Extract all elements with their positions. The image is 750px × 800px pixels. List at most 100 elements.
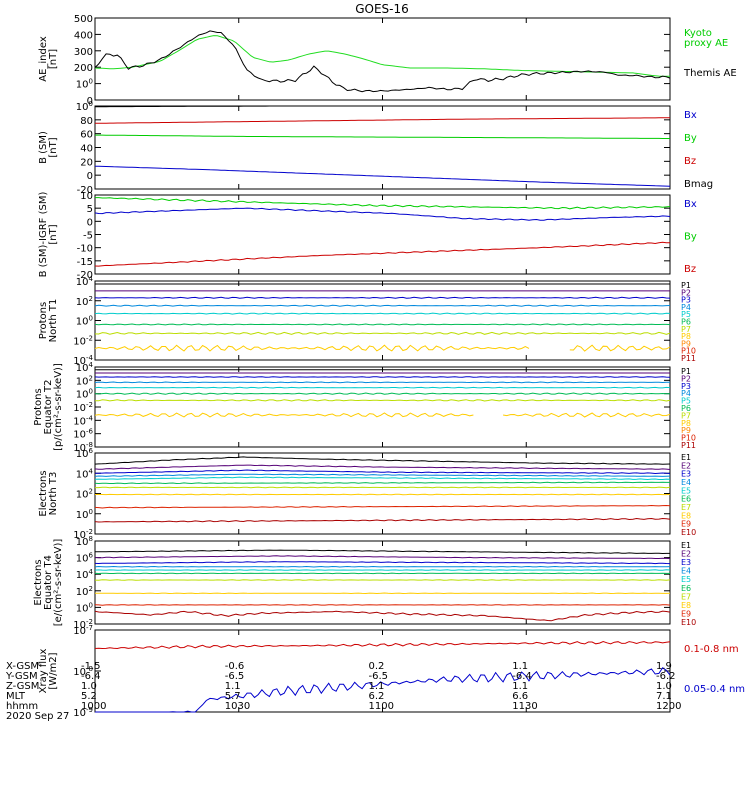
y-tick-label-xray-1: 10-8 [73,665,93,678]
legend-ae-kyoto: Kyoto [684,28,712,39]
legend-bigrf-bx: Bx [684,199,697,210]
legend-ee-e1: E1 [681,541,691,550]
legend-en-e1: E1 [681,453,691,462]
legend-pe-p11: P11 [681,441,696,450]
panel-frame-xray [94,629,671,713]
series-line-bsm-bx [94,165,671,187]
panel-frame-ae [94,17,671,101]
y-tick-label-pe-1: 10-6 [73,428,93,441]
y-tick-label-bsm-4: 60 [80,130,93,141]
series-line-bsm-by [95,134,670,139]
series-line-ee-e10 [94,610,671,622]
y-tick-label-bigrf-3: -5 [83,231,93,242]
legend-pe-p2: P2 [681,374,691,383]
panel-bsm: -20 0 20 40 60 80 100 B (SM) [nT] Bx By Bz Bmag [38,100,713,196]
legend-pn-p6: P6 [681,318,691,327]
panel-frame-en [94,452,671,535]
legend-pn-p1: P1 [681,281,691,290]
series-line-pn-p3 [94,296,671,299]
series-line-ee-e8 [94,592,671,595]
legend-pe-p4: P4 [681,389,691,398]
y-tick-label-pn-2: 100 [76,315,93,328]
y-tick-label-ee-5: 108 [76,535,93,548]
legend-xray-0-05-0-4-nm: 0.05-0.4 nm [684,684,745,695]
series-line-pn-p7 [94,331,671,335]
legend-ee-e10: E10 [681,618,696,627]
y-axis-label-bsm-0: B (SM) [38,131,49,164]
y-axis-label-bsm-1: [nT] [48,137,59,157]
y-axis-label-bigrf-0: B (SM)-IGRF (SM) [38,192,49,278]
y-tick-label-pe-3: 10-2 [73,401,93,414]
series-line-ee-e1 [94,549,670,555]
y-axis-label-pe-0: Protons [33,388,44,425]
series-line-ee-e4 [94,565,671,568]
legend-pe-p8: P8 [681,419,691,428]
series-line-ee-e6 [94,572,670,575]
legend-pe-p10: P10 [681,434,696,443]
series-line-en-e3 [94,469,671,475]
series-line-en-e6 [94,481,670,485]
legend-pn-p10: P10 [681,347,696,356]
series-line-pe-p4 [94,381,671,384]
series-line-ee-e3 [94,561,671,565]
y-tick-label-bsm-0: -20 [77,185,93,196]
legend-bsm-bmag: Bmag [684,179,713,190]
series-line-ae-themis-ae [94,30,671,93]
legend-pn-p11: P11 [681,354,696,363]
y-tick-label-pn-1: 10-2 [73,334,93,347]
legend-en-e9: E9 [681,520,691,529]
series-line-pe-p7 [94,399,671,402]
legend-bigrf-bz: Bz [684,264,696,275]
legend-bigrf-by: By [684,232,697,243]
legend-pe-p5: P5 [681,397,691,406]
y-tick-label-pe-2: 10-4 [73,414,93,427]
series-line-ee-e5 [94,569,671,571]
y-axis-label-bigrf-1: [nT] [48,224,59,244]
y-axis-label-ee-1: Equator T4 [43,555,54,610]
y-tick-label-ee-4: 106 [76,552,94,565]
y-tick-label-bsm-5: 80 [80,116,93,127]
y-tick-label-bigrf-0: -20 [77,270,93,281]
y-tick-label-en-4: 106 [76,447,94,460]
series-line-bigrf-by [95,197,671,210]
series-line-pe-p5 [94,386,671,389]
y-axis-label-pn-0: Protons [38,302,49,339]
legend-en-e8: E8 [681,511,691,520]
legend-xray-0-1-0-8-nm: 0.1-0.8 nm [684,644,739,655]
legend-en-e4: E4 [681,478,691,487]
y-tick-label-ae-2: 200 [74,63,93,74]
legend-bsm-bx: Bx [684,110,697,121]
y-tick-label-pn-3: 102 [76,295,93,308]
y-tick-label-ae-1: 100 [76,78,93,91]
y-axis-label-en-0: Electrons [38,470,49,516]
series-line-en-e2 [94,464,671,470]
y-tick-label-pe-6: 104 [76,361,94,374]
y-tick-label-pe-4: 100 [76,388,93,401]
legend-pn-p4: P4 [681,303,691,312]
series-line-xray-0-1-0-8-nm [94,640,671,650]
series-line-bigrf-bx [94,207,671,221]
y-tick-label-xray-2: 10-7 [73,624,93,637]
y-tick-label-xray-0: 10-9 [73,706,93,719]
y-axis-label-ee-0: Electrons [33,559,44,605]
legend-pe-p7: P7 [681,411,691,420]
legend-ee-e7: E7 [681,592,691,601]
y-tick-label-ee-1: 100 [76,601,93,614]
y-tick-label-bigrf-5: 5 [87,204,93,215]
y-axis-label-xray-0: Xray flux [38,649,49,694]
series-line-pn-p6 [94,323,671,326]
y-tick-label-en-2: 102 [76,488,93,501]
legend-en-e2: E2 [681,461,691,470]
legend-en-e7: E7 [681,503,691,512]
y-tick-label-ae-3: 300 [74,47,93,58]
panel-xray: 10-9 10-8 10-7 Xray flux [W/m2] 0.1-0.8 nm 0.0… [38,624,745,719]
panel-bigrf: -20 -15 -10 -5 0 5 10 B (SM)-IGRF (SM) [nT] Bx By B… [38,191,697,281]
legend-ee-e3: E3 [681,558,691,567]
y-tick-label-pn-4: 104 [76,275,94,288]
y-tick-label-bigrf-2: -10 [77,244,93,255]
legend-pn-p9: P9 [681,339,691,348]
legend-ee-e5: E5 [681,575,691,584]
